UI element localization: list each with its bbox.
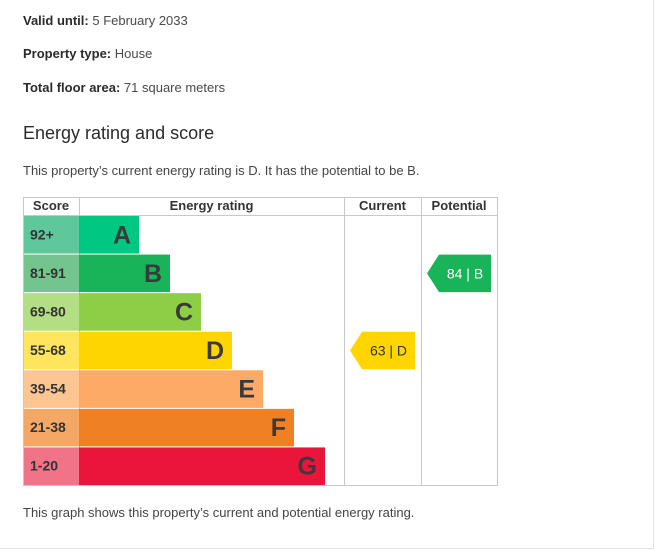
score-label-d: 55-68 <box>30 342 66 358</box>
floor-area-label: Total floor area: <box>23 80 121 95</box>
score-label-f: 21-38 <box>30 419 66 435</box>
rating-letter-f: F <box>271 414 286 442</box>
chart-border <box>23 197 498 486</box>
score-label-g: 1-20 <box>30 458 58 474</box>
rating-letter-e: E <box>238 376 255 404</box>
current-rating-label: 63 | D <box>370 343 407 359</box>
score-cell-c <box>24 293 79 331</box>
rating-intro: This property’s current energy rating is… <box>23 163 420 178</box>
score-cell-g <box>24 447 79 485</box>
chart-footer-note: This graph shows this property’s current… <box>23 505 415 520</box>
floor-area-value: 71 square meters <box>123 80 226 95</box>
rating-bar-d <box>79 331 232 370</box>
rating-bar-b <box>79 254 170 293</box>
floor-area-row: Total floor area: 71 square meters <box>23 80 225 96</box>
rating-letter-g: G <box>298 453 317 481</box>
score-label-b: 81-91 <box>30 265 66 281</box>
property-type-label: Property type: <box>23 46 112 61</box>
rating-bar-f <box>79 408 294 447</box>
score-cell-d <box>24 331 79 370</box>
potential-rating-label: 84 | B <box>447 265 483 281</box>
header-potential: Potential <box>432 198 487 213</box>
valid-until-value: 5 February 2033 <box>92 13 188 28</box>
score-cell-e <box>24 370 79 408</box>
header-current: Current <box>359 198 407 213</box>
property-type-row: Property type: House <box>23 46 152 62</box>
score-cell-b <box>24 254 79 293</box>
valid-until-row: Valid until: 5 February 2033 <box>23 13 188 29</box>
potential-rating-arrow <box>427 254 491 293</box>
rating-bar-a <box>79 216 139 254</box>
rating-letter-b: B <box>144 260 162 288</box>
rating-letter-c: C <box>175 298 193 326</box>
rating-letter-a: A <box>113 221 131 249</box>
rating-bar-g <box>79 447 325 485</box>
score-cell-f <box>24 408 79 447</box>
header-energy-rating: Energy rating <box>170 198 254 213</box>
current-rating-arrow <box>350 331 415 370</box>
rating-bar-c <box>79 293 201 331</box>
score-label-c: 69-80 <box>30 303 66 319</box>
property-type-value: House <box>114 46 153 61</box>
valid-until-label: Valid until: <box>23 13 89 28</box>
rating-bar-e <box>79 370 263 408</box>
score-label-a: 92+ <box>30 226 54 242</box>
rating-letter-d: D <box>206 337 224 365</box>
score-label-e: 39-54 <box>30 381 66 397</box>
score-cell-a <box>24 216 79 254</box>
header-score: Score <box>33 198 69 213</box>
section-heading: Energy rating and score <box>23 123 215 143</box>
